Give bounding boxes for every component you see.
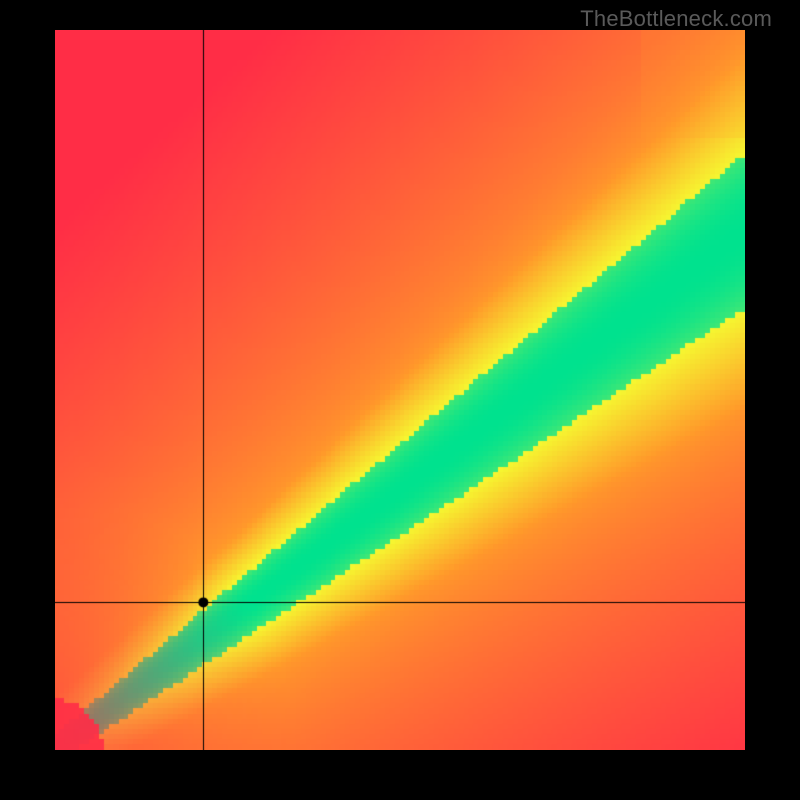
bottleneck-heatmap <box>55 30 745 750</box>
heatmap-canvas <box>55 30 745 750</box>
watermark-text: TheBottleneck.com <box>580 6 772 32</box>
